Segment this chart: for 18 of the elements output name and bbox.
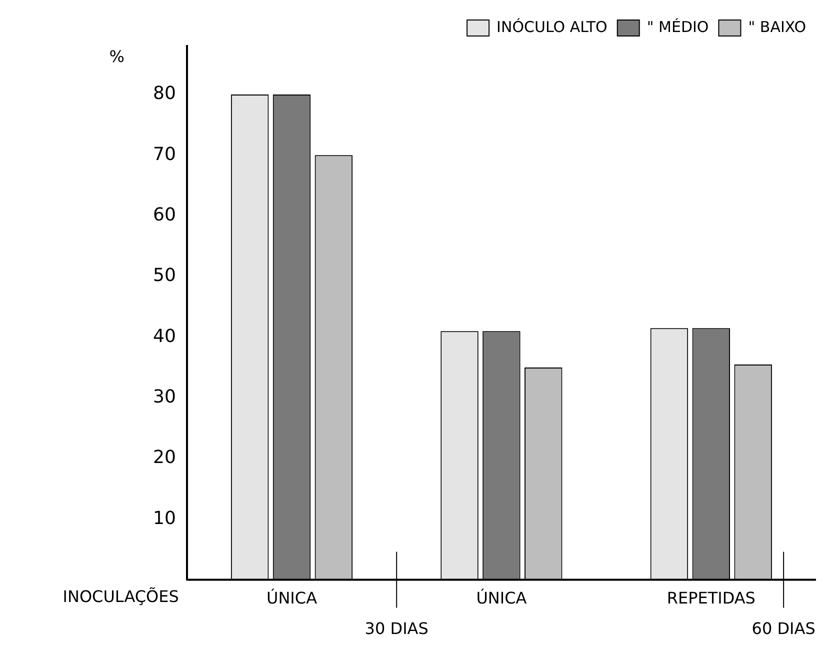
x-tick-label: ÚNICA (266, 588, 318, 608)
y-tick-label: 70 (153, 144, 176, 165)
x-tick-label: ÚNICA (476, 588, 527, 608)
y-axis-title: % (109, 47, 125, 66)
legend-label: INÓCULO ALTO (496, 18, 608, 36)
legend-label: " MÉDIO (646, 18, 709, 36)
text: 30 DIAS (364, 618, 428, 638)
x-tick-label: REPETIDAS (666, 588, 756, 608)
text: 60 DIAS (752, 618, 816, 638)
y-tick-label: 60 (153, 204, 176, 226)
y-tick-label: 80 (153, 83, 176, 104)
y-tick-label: 40 (153, 326, 176, 347)
y-tick-label: 50 (153, 265, 176, 286)
x-axis-title: INOCULAÇÕES (62, 586, 179, 606)
y-tick-label: 20 (153, 447, 176, 468)
y-tick-label: 10 (153, 508, 176, 529)
legend-label: " BAIXO (748, 18, 806, 36)
y-tick-label: 30 (153, 386, 176, 408)
